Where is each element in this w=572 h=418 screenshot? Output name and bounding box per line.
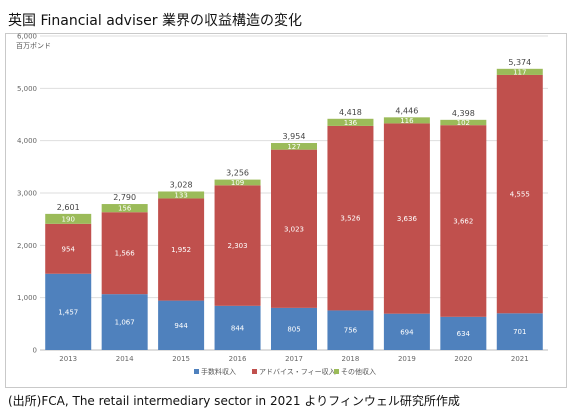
bar-segment-advice-fee [327,125,374,311]
source-note: (出所)FCA, The retail intermediary sector … [8,394,460,408]
x-tick-label: 2015 [172,355,190,363]
legend-swatch [252,369,257,374]
data-label: 1,457 [58,308,78,316]
data-label: 190 [62,215,75,223]
legend-label: 手数料収入 [201,367,236,376]
bar-segment-other [214,179,261,186]
bar-segment-commission [440,316,487,350]
total-label: 2,601 [57,203,80,212]
data-label: 1,067 [115,319,135,327]
bar-segment-advice-fee [45,223,92,274]
x-tick-label: 2018 [342,355,360,363]
data-label: 844 [231,324,245,332]
data-label: 3,662 [453,217,473,225]
x-tick-label: 2020 [454,355,472,363]
total-label: 5,374 [508,58,531,67]
bar-segment-commission [383,313,430,350]
y-tick-label: 0 [33,347,37,355]
bar-segment-commission [101,294,148,350]
legend-swatch [194,369,199,374]
data-label: 634 [457,330,471,338]
data-label: 701 [513,328,526,336]
total-label: 3,256 [226,169,249,178]
bar-segment-commission [158,300,205,350]
legend-swatch [334,369,339,374]
bar-segment-advice-fee [440,125,487,317]
data-label: 3,023 [284,225,304,233]
data-label: 1,952 [171,246,191,254]
legend-label: アドバイス・フィー収入 [259,368,336,376]
x-tick-label: 2013 [59,355,77,363]
page-title: 英国 Financial adviser 業界の収益構造の変化 [8,13,302,29]
data-label: 694 [400,328,414,336]
x-tick-label: 2017 [285,355,303,363]
y-tick-label: 2,000 [17,242,37,250]
bar-segment-other [271,143,317,150]
bar-segment-advice-fee [383,123,430,314]
bar-segment-other [440,119,487,126]
data-label: 756 [344,327,358,335]
y-tick-label: 5,000 [17,85,37,93]
data-label: 136 [344,119,358,127]
bar-segment-other [327,118,374,126]
y-tick-label: 4,000 [17,137,37,145]
data-label: 109 [231,179,244,187]
bar-segment-other [158,191,205,199]
bar-segment-other [45,213,92,224]
bar-segment-other [496,68,543,75]
total-label: 2,790 [113,193,136,202]
data-label: 4,555 [510,191,530,199]
x-tick-label: 2019 [398,355,416,363]
y-axis-unit-label: 百万ポンド [16,42,51,50]
data-label: 133 [174,191,187,199]
data-label: 102 [457,119,470,127]
data-label: 127 [287,143,300,151]
total-label: 4,418 [339,108,362,117]
data-label: 116 [400,117,414,125]
total-label: 3,028 [170,180,193,189]
total-label: 4,446 [395,106,418,115]
x-tick-label: 2014 [116,355,134,363]
chart-frame [5,33,567,388]
bar-segment-advice-fee [158,198,205,301]
bar-segment-commission [496,313,543,350]
bar-segment-commission [214,305,261,350]
data-label: 2,303 [228,242,248,250]
data-label: 805 [287,325,300,333]
bar-segment-other [383,117,430,124]
bar-segment-advice-fee [214,185,261,306]
bar-segment-advice-fee [271,149,317,308]
data-label: 3,526 [340,215,361,223]
total-label: 3,954 [283,132,306,141]
y-tick-label: 3,000 [17,190,37,198]
data-label: 944 [174,322,188,330]
x-tick-label: 2016 [229,355,247,363]
data-label: 156 [118,205,132,213]
bar-segment-commission [45,273,92,350]
y-tick-label: 1,000 [17,294,37,302]
data-label: 1,566 [115,250,136,258]
x-tick-label: 2021 [511,355,529,363]
data-label: 117 [513,68,526,76]
data-label: 954 [62,245,76,253]
y-tick-label: 6,000 [17,33,37,41]
total-label: 4,398 [452,109,475,118]
bar-segment-advice-fee [101,212,148,295]
bar-segment-advice-fee [496,74,543,314]
bar-segment-commission [271,307,317,350]
bar-segment-other [101,204,148,213]
legend-label: その他収入 [341,367,376,376]
data-label: 3,636 [397,215,418,223]
bar-segment-commission [327,310,374,350]
